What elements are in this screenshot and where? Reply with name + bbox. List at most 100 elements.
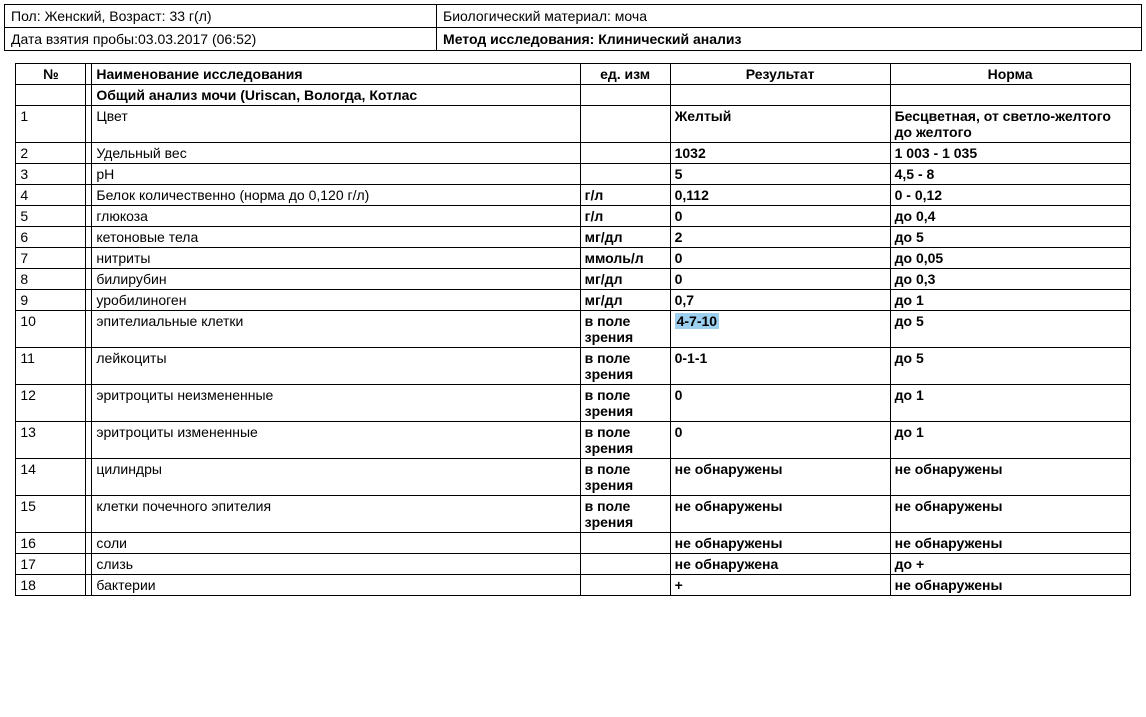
row-unit-cell: в поле зрения xyxy=(580,348,670,385)
row-num-cell: 2 xyxy=(16,143,86,164)
row-num-cell: 3 xyxy=(16,164,86,185)
table-row: 4Белок количественно (норма до 0,120 г/л… xyxy=(16,185,1130,206)
row-num-cell: 17 xyxy=(16,554,86,575)
table-row: 15клетки почечного эпителияв поле зрения… xyxy=(16,496,1130,533)
row-result-cell: не обнаружены xyxy=(670,533,890,554)
col-header-num: № xyxy=(16,64,86,85)
table-row: 9 уробилиногенмг/дл0,7до 1 xyxy=(16,290,1130,311)
row-result-cell: 0,7 xyxy=(670,290,890,311)
row-norm-cell: не обнаружены xyxy=(890,496,1130,533)
row-unit-cell: мг/дл xyxy=(580,290,670,311)
table-row: 7нитритыммоль/л0до 0,05 xyxy=(16,248,1130,269)
table-row: 2Удельный вес10321 003 - 1 035 xyxy=(16,143,1130,164)
table-row: 6кетоновые теламг/дл2до 5 xyxy=(16,227,1130,248)
row-norm-cell: до 0,3 xyxy=(890,269,1130,290)
row-unit-cell: в поле зрения xyxy=(580,422,670,459)
col-header-result: Результат xyxy=(670,64,890,85)
row-norm-cell: не обнаружены xyxy=(890,533,1130,554)
section-num-cell xyxy=(16,85,86,106)
row-num-cell: 1 xyxy=(16,106,86,143)
row-num-cell: 12 xyxy=(16,385,86,422)
row-unit-cell: в поле зрения xyxy=(580,496,670,533)
row-result-cell: не обнаружены xyxy=(670,459,890,496)
row-norm-cell: не обнаружены xyxy=(890,575,1130,596)
highlighted-result: 4-7-10 xyxy=(675,313,719,329)
section-result-cell xyxy=(670,85,890,106)
table-row: 17слизьне обнаруженадо + xyxy=(16,554,1130,575)
row-unit-cell: в поле зрения xyxy=(580,311,670,348)
results-table: № Наименование исследования ед. изм Резу… xyxy=(15,63,1130,596)
row-name-cell: эпителиальные клетки xyxy=(92,311,580,348)
row-result-cell: 2 xyxy=(670,227,890,248)
row-unit-cell: ммоль/л xyxy=(580,248,670,269)
row-norm-cell: до 0,05 xyxy=(890,248,1130,269)
row-unit-cell xyxy=(580,533,670,554)
row-norm-cell: до 0,4 xyxy=(890,206,1130,227)
row-unit-cell xyxy=(580,143,670,164)
row-name-cell: нитриты xyxy=(92,248,580,269)
table-row: 14цилиндрыв поле зренияне обнаруженыне о… xyxy=(16,459,1130,496)
row-name-cell: уробилиноген xyxy=(92,290,580,311)
row-norm-cell: до 5 xyxy=(890,311,1130,348)
row-num-cell: 6 xyxy=(16,227,86,248)
row-result-cell: не обнаружены xyxy=(670,496,890,533)
row-result-cell: 0 xyxy=(670,248,890,269)
row-name-cell: клетки почечного эпителия xyxy=(92,496,580,533)
table-row: 12эритроциты неизмененныев поле зрения0д… xyxy=(16,385,1130,422)
row-unit-cell: г/л xyxy=(580,206,670,227)
row-name-cell: рН xyxy=(92,164,580,185)
row-norm-cell: до 1 xyxy=(890,385,1130,422)
row-norm-cell: до 1 xyxy=(890,290,1130,311)
table-row: 10эпителиальные клеткив поле зрения 4-7-1… xyxy=(16,311,1130,348)
section-unit-cell xyxy=(580,85,670,106)
row-name-cell: Удельный вес xyxy=(92,143,580,164)
row-result-cell: 0 xyxy=(670,269,890,290)
table-row: 1ЦветЖелтыйБесцветная, от светло-желтого… xyxy=(16,106,1130,143)
row-result-cell: 4-7-10 xyxy=(670,311,890,348)
table-row: 18бактерии+не обнаружены xyxy=(16,575,1130,596)
row-name-cell: цилиндры xyxy=(92,459,580,496)
row-name-cell: слизь xyxy=(92,554,580,575)
row-num-cell: 15 xyxy=(16,496,86,533)
row-norm-cell: 1 003 - 1 035 xyxy=(890,143,1130,164)
row-norm-cell: до + xyxy=(890,554,1130,575)
row-name-cell: эритроциты измененные xyxy=(92,422,580,459)
header-info-table: Пол: Женский, Возраст: 33 г(л) Биологиче… xyxy=(4,4,1142,51)
row-unit-cell xyxy=(580,554,670,575)
row-result-cell: 0 xyxy=(670,422,890,459)
section-norm-cell xyxy=(890,85,1130,106)
section-title-row: Общий анализ мочи (Uriscan, Вологда, Кот… xyxy=(16,85,1130,106)
row-num-cell: 18 xyxy=(16,575,86,596)
row-unit-cell: мг/дл xyxy=(580,269,670,290)
row-num-cell: 9 xyxy=(16,290,86,311)
row-norm-cell: 0 - 0,12 xyxy=(890,185,1130,206)
col-header-unit: ед. изм xyxy=(580,64,670,85)
table-row: 5глюкозаг/л0до 0,4 xyxy=(16,206,1130,227)
row-num-cell: 8 xyxy=(16,269,86,290)
row-num-cell: 13 xyxy=(16,422,86,459)
row-name-cell: эритроциты неизмененные xyxy=(92,385,580,422)
table-header-row: № Наименование исследования ед. изм Резу… xyxy=(16,64,1130,85)
row-name-cell: соли xyxy=(92,533,580,554)
table-row: 11лейкоцитыв поле зрения0-1-1до 5 xyxy=(16,348,1130,385)
row-num-cell: 11 xyxy=(16,348,86,385)
row-result-cell: Желтый xyxy=(670,106,890,143)
row-unit-cell: в поле зрения xyxy=(580,459,670,496)
row-result-cell: 5 xyxy=(670,164,890,185)
table-row: 13эритроциты измененныев поле зрения0до … xyxy=(16,422,1130,459)
row-num-cell: 14 xyxy=(16,459,86,496)
row-norm-cell: не обнаружены xyxy=(890,459,1130,496)
table-row: 8 билирубинмг/дл0до 0,3 xyxy=(16,269,1130,290)
row-unit-cell: г/л xyxy=(580,185,670,206)
row-result-cell: + xyxy=(670,575,890,596)
material-cell: Биологический материал: моча xyxy=(437,5,1142,28)
row-unit-cell xyxy=(580,575,670,596)
row-unit-cell xyxy=(580,106,670,143)
row-unit-cell: в поле зрения xyxy=(580,385,670,422)
row-unit-cell xyxy=(580,164,670,185)
table-row: 3рН54,5 - 8 xyxy=(16,164,1130,185)
method-cell: Метод исследования: Клинический анализ xyxy=(437,28,1142,51)
row-name-cell: билирубин xyxy=(92,269,580,290)
row-norm-cell: до 1 xyxy=(890,422,1130,459)
row-num-cell: 10 xyxy=(16,311,86,348)
